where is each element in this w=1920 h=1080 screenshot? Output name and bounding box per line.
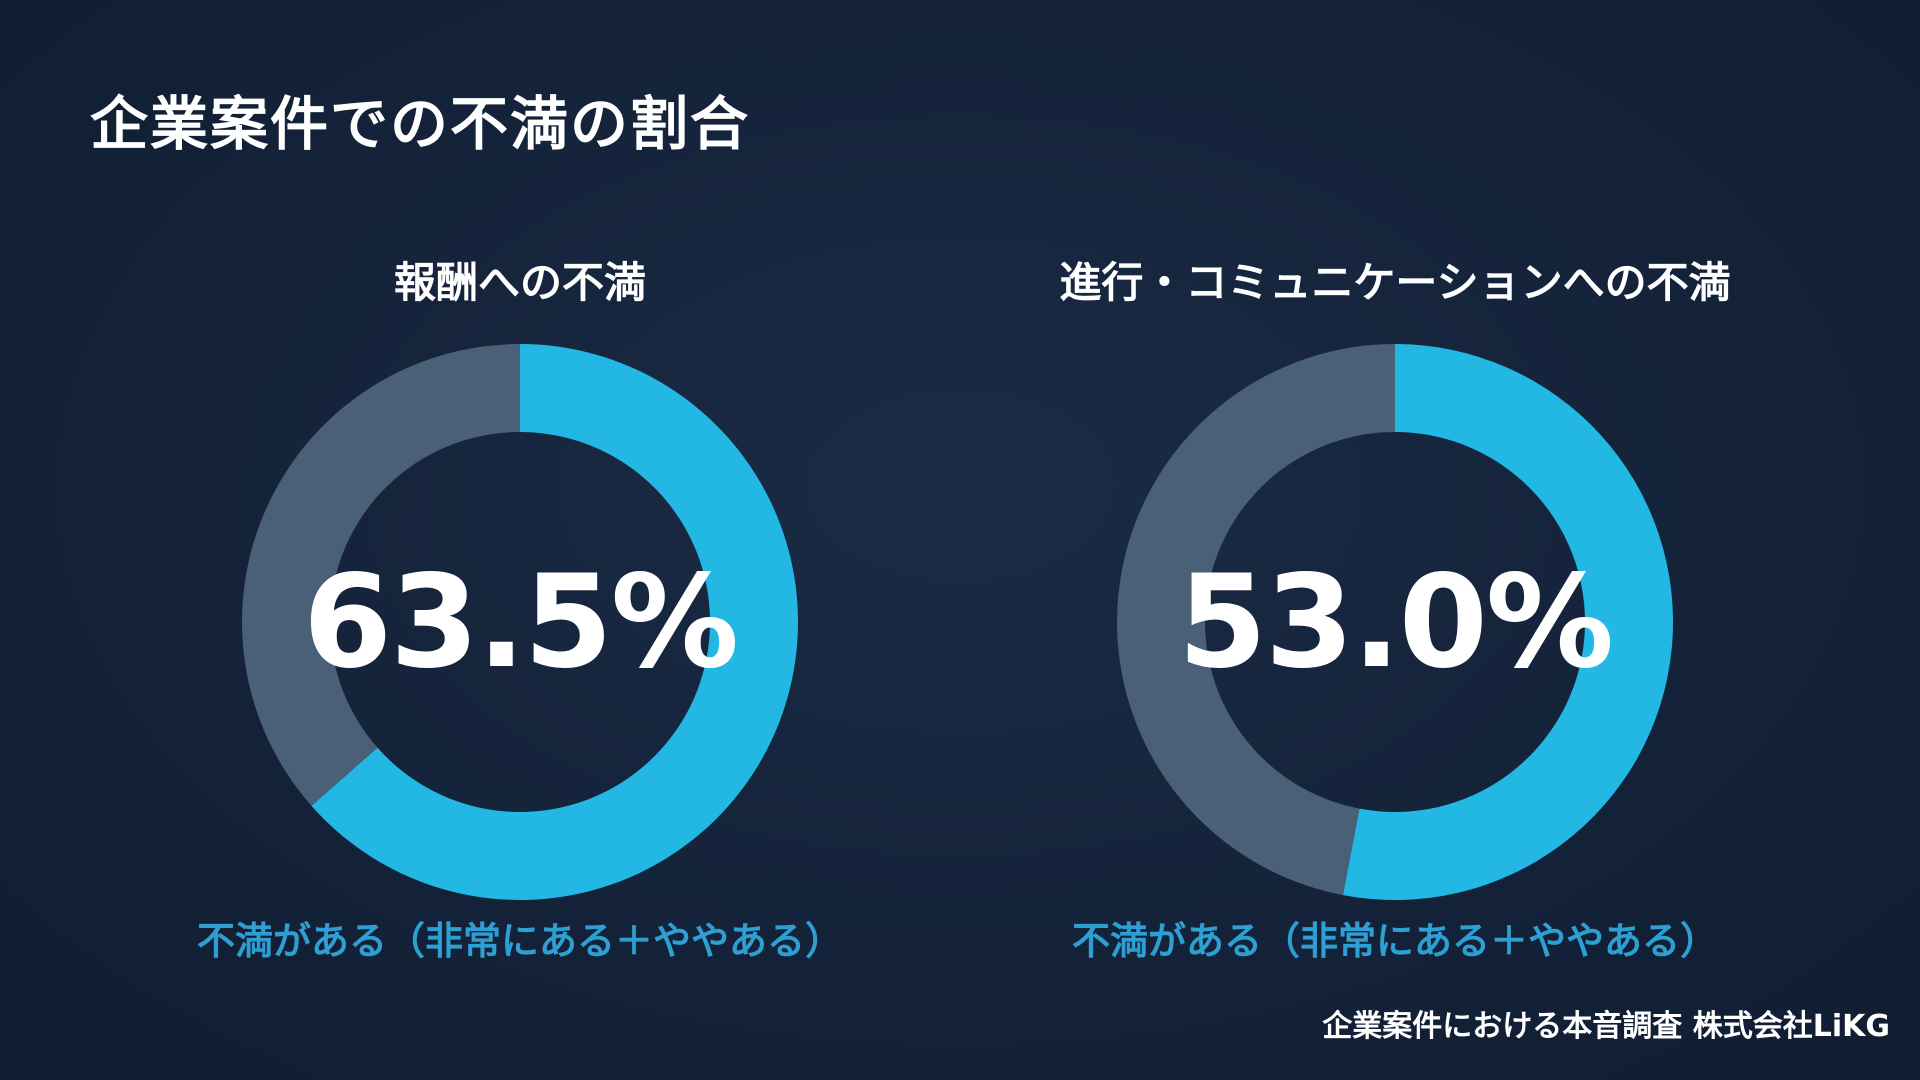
donut-slice-remainder: [1116, 344, 1395, 896]
donut-center-value: 53.0%: [1177, 547, 1614, 697]
chart-title: 進行・コミュニケーションへの不満: [1059, 258, 1731, 307]
source-credit: 企業案件における本音調査 株式会社LiKG: [1322, 1009, 1890, 1044]
donut-slice-dissatisfied: [311, 344, 798, 900]
donut-svg: [242, 344, 798, 900]
donut-chart: 63.5%: [240, 342, 800, 902]
donut-chart: 53.0%: [1115, 342, 1675, 902]
legend-note: 不満がある（非常にある＋ややある）: [196, 919, 843, 963]
legend-note: 不満がある（非常にある＋ややある）: [1071, 919, 1718, 963]
chart-panel-communication: 進行・コミュニケーションへの不満 53.0% 不満がある（非常にある＋ややある）: [1015, 262, 1775, 982]
donut-slice-dissatisfied: [1342, 344, 1673, 901]
donut-slice-remainder: [242, 344, 521, 806]
donut-svg: [1116, 344, 1673, 901]
chart-title: 報酬への不満: [393, 258, 646, 307]
chart-panel-compensation: 報酬への不満 63.5% 不満がある（非常にある＋ややある）: [140, 262, 900, 982]
page-title: 企業案件での不満の割合: [90, 90, 751, 158]
donut-center-value: 63.5%: [302, 547, 739, 697]
